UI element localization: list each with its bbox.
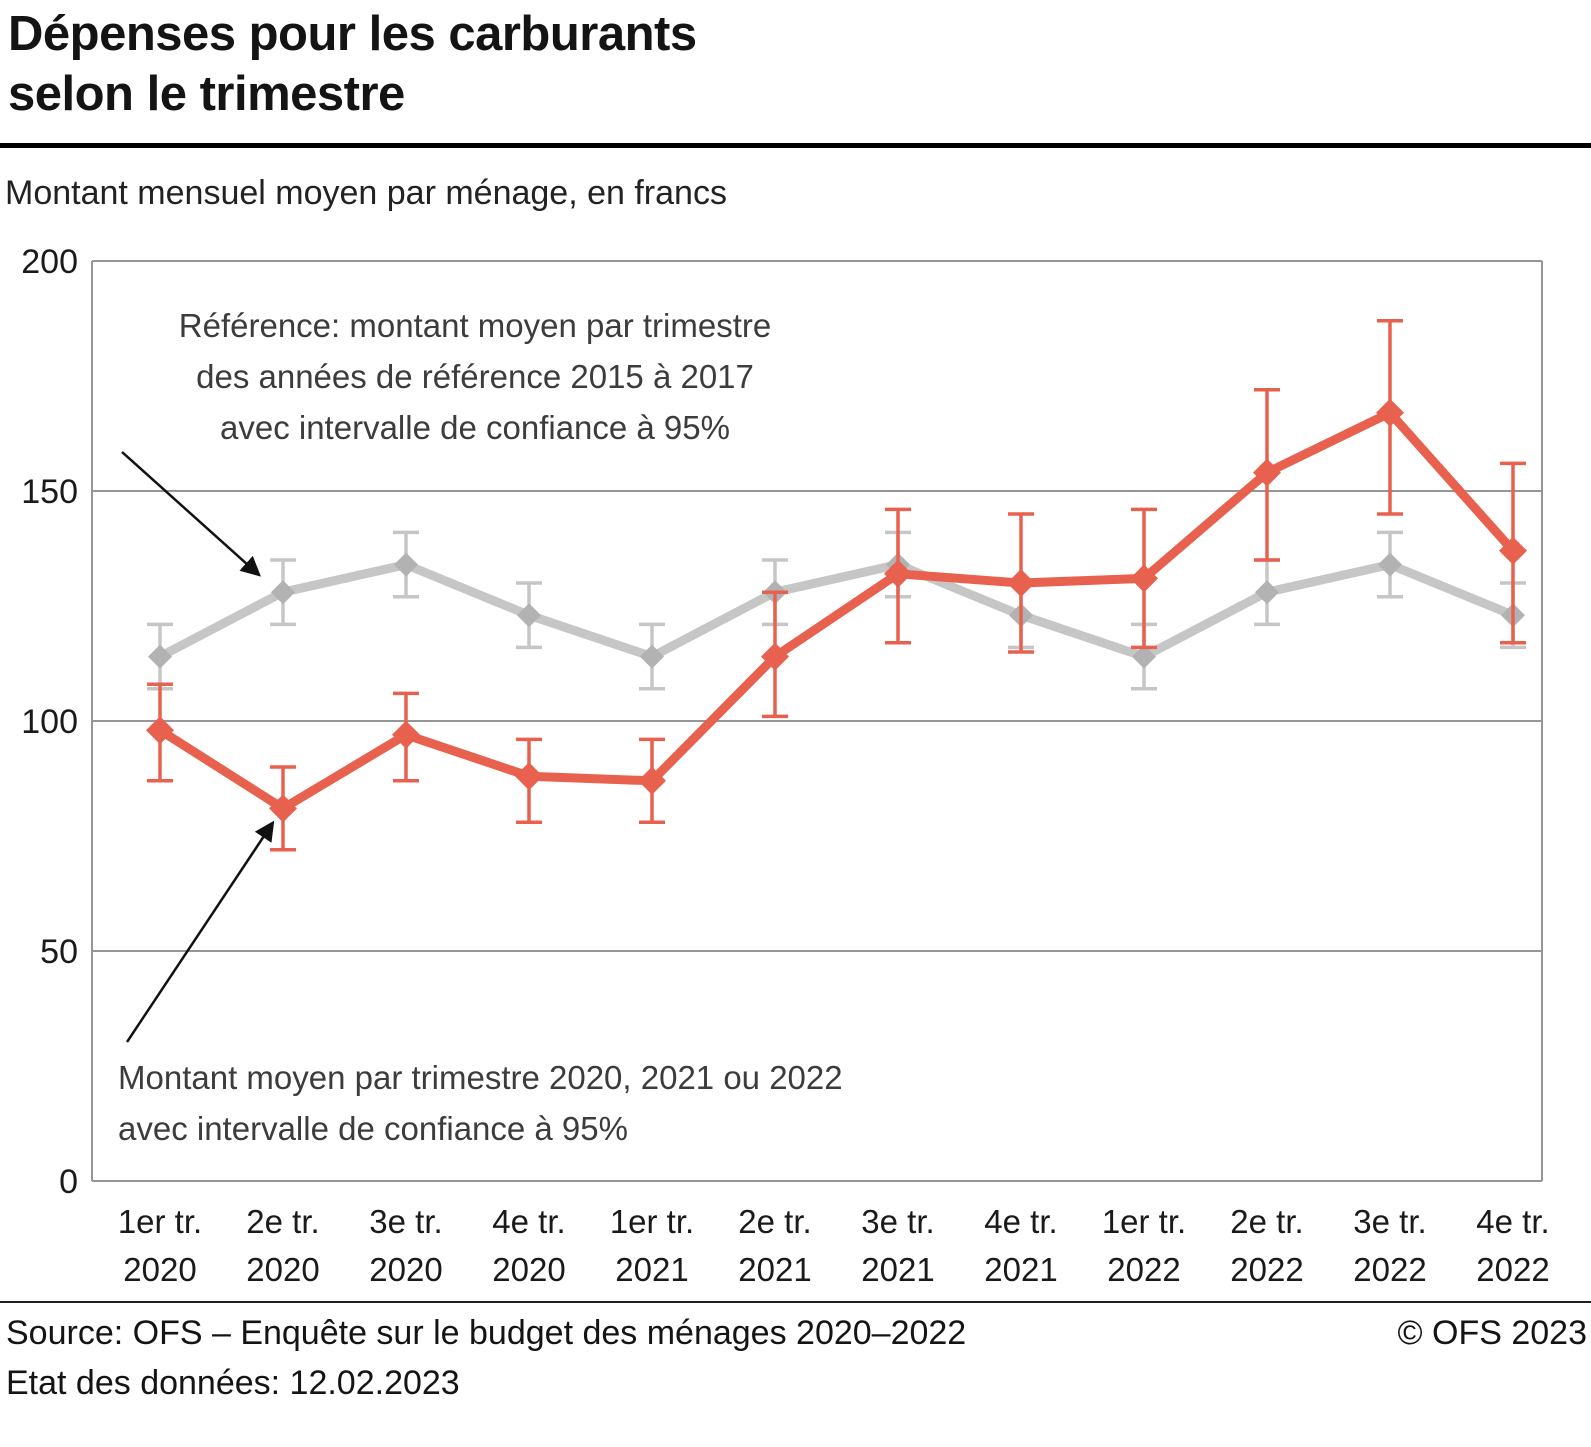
current-data-point-marker	[1253, 458, 1281, 487]
annotation-line: Montant moyen par trimestre 2020, 2021 o…	[118, 1059, 843, 1096]
copyright-text: © OFS 2023	[1397, 1314, 1587, 1352]
current-data-point-marker	[1499, 536, 1527, 565]
reference-data-point-marker	[1378, 552, 1402, 577]
current-data-point-marker	[638, 766, 666, 795]
current-series-annotation: Montant moyen par trimestre 2020, 2021 o…	[118, 1052, 843, 1154]
x-tick-label-year: 2021	[615, 1251, 688, 1288]
page-title-line1: Dépenses pour les carburants	[8, 7, 697, 61]
reference-data-point-marker	[394, 552, 418, 577]
x-tick-label-quarter: 3e tr.	[861, 1203, 934, 1240]
x-tick-label-quarter: 2e tr.	[1230, 1203, 1303, 1240]
x-tick-label-year: 2022	[1107, 1251, 1180, 1288]
current-data-point-marker	[1130, 564, 1158, 593]
x-tick-label-quarter: 4e tr.	[492, 1203, 565, 1240]
y-tick-label: 150	[21, 473, 78, 511]
y-tick-label: 0	[59, 1163, 78, 1201]
x-tick-label-quarter: 1er tr.	[118, 1203, 202, 1240]
reference-series-annotation: Référence: montant moyen par trimestre d…	[112, 300, 838, 453]
data-state-text: Etat des données: 12.02.2023	[6, 1364, 460, 1402]
footer-divider	[0, 1301, 1591, 1303]
current-data-point-marker	[146, 716, 174, 745]
current-data-point-marker	[884, 559, 912, 588]
current-data-point-marker	[1376, 398, 1404, 427]
x-tick-label-year: 2020	[369, 1251, 442, 1288]
current-data-point-marker	[392, 720, 420, 749]
x-tick-label-quarter: 2e tr.	[738, 1203, 811, 1240]
annotation-line: avec intervalle de confiance à 95%	[220, 409, 730, 446]
x-tick-label-year: 2021	[861, 1251, 934, 1288]
reference-data-point-marker	[148, 644, 172, 669]
y-tick-label: 50	[40, 933, 78, 971]
current-data-point-marker	[761, 642, 789, 671]
x-tick-label-quarter: 1er tr.	[1102, 1203, 1186, 1240]
y-tick-label: 200	[21, 243, 78, 281]
annotation-arrow	[125, 820, 275, 1043]
reference-series-line	[155, 560, 1518, 662]
annotation-arrow	[121, 451, 261, 577]
reference-data-point-marker	[517, 603, 541, 628]
x-tick-label-quarter: 4e tr.	[984, 1203, 1057, 1240]
x-tick-label-year: 2022	[1476, 1251, 1549, 1288]
x-tick-label-year: 2021	[738, 1251, 811, 1288]
reference-data-point-marker	[1132, 644, 1156, 669]
annotation-line: avec intervalle de confiance à 95%	[118, 1110, 628, 1147]
annotation-line: Référence: montant moyen par trimestre	[178, 307, 772, 344]
y-tick-label: 100	[21, 703, 78, 741]
x-tick-label-year: 2020	[123, 1251, 196, 1288]
current-data-point-marker	[269, 794, 297, 823]
x-tick-label-quarter: 1er tr.	[610, 1203, 694, 1240]
annotation-line: des années de référence 2015 à 2017	[196, 358, 754, 395]
x-tick-label-year: 2022	[1230, 1251, 1303, 1288]
current-data-point-marker	[515, 762, 543, 791]
x-tick-label-year: 2022	[1353, 1251, 1426, 1288]
x-tick-label-quarter: 4e tr.	[1476, 1203, 1549, 1240]
reference-data-point-marker	[1255, 580, 1279, 605]
page-title: Dépenses pour les carburants selon le tri…	[8, 4, 697, 125]
current-series	[146, 319, 1527, 852]
x-tick-label-year: 2021	[984, 1251, 1057, 1288]
x-tick-label-year: 2020	[492, 1251, 565, 1288]
current-series-line	[155, 408, 1518, 813]
reference-data-point-marker	[640, 644, 664, 669]
x-tick-label-year: 2020	[246, 1251, 319, 1288]
footer-row: Source: OFS – Enquête sur le budget des …	[6, 1314, 1587, 1353]
page-title-line2: selon le trimestre	[8, 67, 405, 122]
current-data-point-marker	[1007, 569, 1035, 597]
x-tick-label-quarter: 3e tr.	[369, 1203, 442, 1240]
title-divider	[0, 143, 1591, 148]
reference-data-point-marker	[271, 580, 295, 605]
chart-subtitle: Montant mensuel moyen par ménage, en fra…	[5, 174, 727, 212]
x-tick-label-quarter: 2e tr.	[246, 1203, 319, 1240]
source-text: Source: OFS – Enquête sur le budget des …	[6, 1314, 967, 1352]
x-tick-label-quarter: 3e tr.	[1353, 1203, 1426, 1240]
